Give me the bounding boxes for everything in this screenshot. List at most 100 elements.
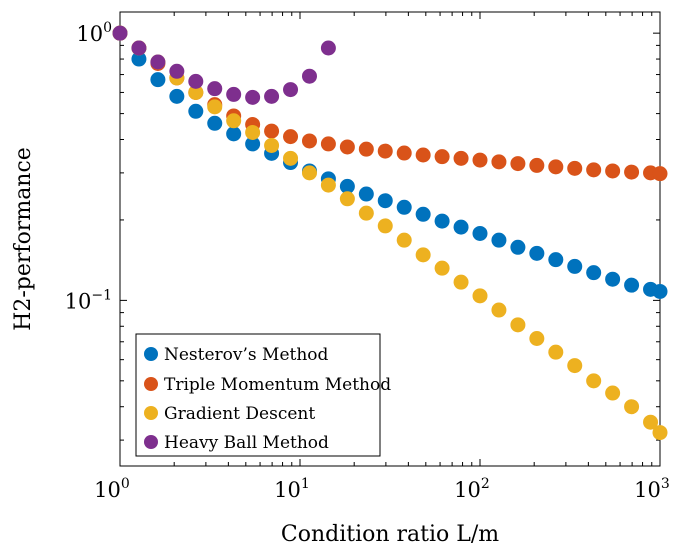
point-triple-momentum [283, 129, 299, 145]
point-triple-momentum [320, 136, 336, 152]
point-gradient-descent [377, 218, 393, 234]
point-triple-momentum [396, 145, 412, 161]
point-nesterov [207, 115, 223, 131]
point-triple-momentum [339, 139, 355, 155]
point-nesterov [396, 199, 412, 215]
point-nesterov [491, 232, 507, 248]
series-heavy-ball [112, 25, 336, 105]
point-triple-momentum [510, 156, 526, 172]
point-heavy-ball [131, 40, 147, 56]
point-triple-momentum [453, 150, 469, 166]
point-nesterov [529, 245, 545, 261]
point-gradient-descent [529, 331, 545, 347]
point-heavy-ball [301, 68, 317, 84]
point-nesterov [131, 51, 147, 67]
point-gradient-descent [339, 191, 355, 207]
y-tick-label: 100 [76, 20, 112, 46]
tick-labels: 100 101 102 103 100 10−1 [65, 20, 670, 502]
x-tick-label: 103 [634, 476, 670, 502]
legend-marker-triple-momentum [144, 377, 158, 391]
point-gradient-descent [567, 358, 583, 374]
legend-marker-gradient-descent [144, 406, 158, 420]
point-heavy-ball [169, 63, 185, 79]
plot-frame [119, 11, 661, 467]
point-nesterov [453, 219, 469, 235]
point-heavy-ball [112, 25, 128, 41]
point-heavy-ball [245, 89, 261, 105]
point-gradient-descent [320, 177, 336, 193]
point-triple-momentum [264, 123, 280, 139]
legend-label-gradient-descent: Gradient Descent [164, 404, 315, 424]
point-heavy-ball [283, 82, 299, 98]
point-gradient-descent [396, 232, 412, 248]
point-gradient-descent [605, 385, 621, 401]
point-triple-momentum [624, 164, 640, 180]
legend-label-triple-momentum: Triple Momentum Method [164, 375, 391, 395]
point-gradient-descent [188, 84, 204, 100]
point-gradient-descent [283, 150, 299, 166]
point-triple-momentum [377, 143, 393, 159]
point-triple-momentum [491, 154, 507, 170]
point-nesterov [169, 88, 185, 104]
point-gradient-descent [586, 373, 602, 389]
axis-ticks [119, 12, 661, 466]
y-axis-label: H2-performance [11, 147, 36, 331]
point-nesterov [358, 186, 374, 202]
point-heavy-ball [150, 54, 166, 70]
point-nesterov [434, 213, 450, 229]
series-triple-momentum [112, 25, 668, 182]
point-nesterov [586, 265, 602, 281]
point-nesterov [339, 178, 355, 194]
legend-label-heavy-ball: Heavy Ball Method [164, 433, 329, 453]
point-triple-momentum [586, 162, 602, 178]
point-triple-momentum [529, 157, 545, 173]
point-triple-momentum [567, 160, 583, 176]
point-nesterov [548, 252, 564, 268]
point-gradient-descent [548, 344, 564, 360]
point-heavy-ball [207, 81, 223, 97]
point-triple-momentum [605, 163, 621, 179]
series-nesterov [112, 25, 668, 299]
x-tick-label: 100 [94, 476, 130, 502]
point-nesterov [377, 193, 393, 209]
point-gradient-descent [226, 113, 242, 129]
point-triple-momentum [301, 133, 317, 149]
point-nesterov [605, 271, 621, 287]
point-nesterov [510, 239, 526, 255]
x-tick-label: 101 [274, 476, 310, 502]
point-gradient-descent [207, 99, 223, 115]
point-nesterov [245, 136, 261, 152]
point-nesterov [472, 225, 488, 241]
point-gradient-descent [358, 205, 374, 221]
data-points [112, 25, 668, 441]
x-axis-label: Condition ratio L/m [281, 522, 499, 547]
point-gradient-descent [245, 124, 261, 140]
point-gradient-descent [643, 414, 659, 430]
x-tick-label: 102 [454, 476, 490, 502]
point-gradient-descent [301, 165, 317, 181]
point-gradient-descent [434, 260, 450, 276]
point-gradient-descent [264, 137, 280, 153]
point-heavy-ball [264, 88, 280, 104]
point-nesterov [567, 258, 583, 274]
point-triple-momentum [434, 149, 450, 165]
legend-label-nesterov: Nesterov’s Method [164, 345, 329, 365]
point-gradient-descent [491, 302, 507, 318]
point-nesterov [652, 283, 668, 299]
point-nesterov [624, 277, 640, 293]
point-gradient-descent [510, 317, 526, 333]
legend-marker-heavy-ball [144, 435, 158, 449]
point-triple-momentum [415, 147, 431, 163]
point-triple-momentum [652, 166, 668, 182]
point-nesterov [226, 126, 242, 142]
y-tick-label: 10−1 [65, 287, 112, 313]
point-heavy-ball [226, 86, 242, 102]
point-heavy-ball [320, 40, 336, 56]
point-triple-momentum [472, 152, 488, 168]
point-triple-momentum [358, 141, 374, 157]
point-nesterov [188, 103, 204, 119]
legend-box [135, 333, 381, 457]
point-triple-momentum [548, 159, 564, 175]
point-gradient-descent [624, 399, 640, 415]
